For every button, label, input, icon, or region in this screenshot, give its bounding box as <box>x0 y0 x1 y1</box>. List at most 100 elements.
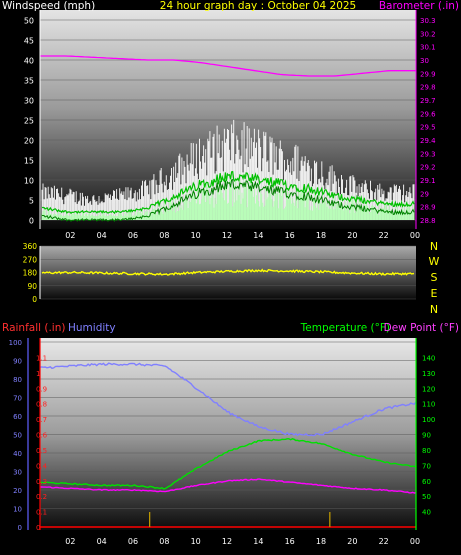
wind-average-low-series <box>42 178 415 222</box>
humidity-y-tick: 90 <box>13 358 22 366</box>
wind-low-series <box>41 179 415 220</box>
barometer-y-tick: 30 <box>420 57 429 65</box>
wind-x-tick: 20 <box>347 231 357 240</box>
humidity-title: Humidity <box>68 322 116 334</box>
barometer-title: Barometer (.in) <box>379 0 459 12</box>
temperature-title: Temperature (°F) <box>300 322 390 334</box>
rainfall-y-tick: 0.1 <box>36 509 47 517</box>
wind-title: Windspeed (mph) <box>2 0 95 12</box>
rainfall-y-tick: 0.4 <box>36 462 48 470</box>
wind-y-tick: 15 <box>24 157 34 166</box>
wind-y-tick: 40 <box>24 57 34 66</box>
axes: 0510152025303540455028.828.92929.129.229… <box>9 10 436 546</box>
humidity-y-tick: 80 <box>13 376 22 384</box>
rainfall-title: Rainfall (.in) <box>2 322 65 334</box>
rainfall-y-tick: 1.1 <box>36 354 47 362</box>
direction-y-tick: 180 <box>23 269 38 278</box>
rainfall-y-tick: 0.3 <box>36 478 47 486</box>
temperature-y-tick: 130 <box>422 370 435 378</box>
barometer-y-tick: 30.3 <box>420 17 436 25</box>
wind-y-tick: 25 <box>24 117 34 126</box>
rainfall-y-tick: 0.2 <box>36 493 47 501</box>
lower-x-tick: 20 <box>347 537 357 546</box>
temperature-y-tick: 120 <box>422 385 435 393</box>
wind-x-tick: 02 <box>65 231 75 240</box>
temperature-y-tick: 140 <box>422 354 435 362</box>
compass-n-top: N <box>430 240 438 253</box>
lower-panel <box>40 338 416 530</box>
lower-x-tick: 16 <box>285 537 295 546</box>
barometer-series <box>40 55 416 77</box>
lower-x-tick: 10 <box>191 537 201 546</box>
temperature-y-tick: 60 <box>422 478 431 486</box>
temperature-y-tick: 40 <box>422 509 431 517</box>
barometer-y-tick: 29.2 <box>420 164 436 172</box>
rainfall-y-tick: 0.9 <box>36 385 47 393</box>
barometer-y-tick: 29.5 <box>420 124 436 132</box>
wind-x-tick: 16 <box>285 231 295 240</box>
rainfall-y-tick: 0.5 <box>36 447 47 455</box>
humidity-y-tick: 20 <box>13 487 22 495</box>
wind-y-tick: 45 <box>24 37 34 46</box>
lower-x-tick: 12 <box>222 537 232 546</box>
lower-x-tick: 14 <box>253 537 263 546</box>
direction-y-tick: 270 <box>23 255 38 264</box>
direction-y-tick: 90 <box>27 282 37 291</box>
barometer-y-tick: 28.9 <box>420 204 436 212</box>
humidity-series <box>39 362 417 437</box>
wind-x-tick: 04 <box>97 231 107 240</box>
humidity-y-tick: 10 <box>13 506 22 514</box>
data-series <box>39 55 417 528</box>
wind-y-tick: 30 <box>24 97 34 106</box>
dew-point-title: Dew Point (°F) <box>384 322 459 334</box>
wind-x-tick: 06 <box>128 231 138 240</box>
barometer-y-tick: 29.6 <box>420 110 436 118</box>
humidity-y-tick: 100 <box>9 339 22 347</box>
temperature-y-tick: 100 <box>422 416 435 424</box>
wind-y-tick: 5 <box>29 197 34 206</box>
lower-x-tick: 08 <box>159 537 169 546</box>
wind-x-tick: 18 <box>316 231 326 240</box>
lower-x-tick: 22 <box>379 537 389 546</box>
lower-x-tick: 04 <box>97 537 107 546</box>
humidity-y-tick: 40 <box>13 450 22 458</box>
wind-x-tick: 12 <box>222 231 232 240</box>
lower-x-tick: 00 <box>410 537 420 546</box>
temperature-y-tick: 90 <box>422 432 431 440</box>
wind-y-tick: 35 <box>24 77 34 86</box>
barometer-y-tick: 29.9 <box>420 70 436 78</box>
rainfall-y-tick: 0.6 <box>36 432 48 440</box>
compass-e: E <box>431 287 438 300</box>
compass-n-bottom: N <box>430 303 438 316</box>
barometer-y-tick: 29 <box>420 190 429 198</box>
barometer-y-tick: 29.4 <box>420 137 436 145</box>
wind-direction-series <box>41 268 415 276</box>
temperature-y-tick: 70 <box>422 462 431 470</box>
wind-x-tick: 08 <box>159 231 169 240</box>
wind-x-tick: 22 <box>379 231 389 240</box>
barometer-y-tick: 29.3 <box>420 150 436 158</box>
lower-x-tick: 06 <box>128 537 138 546</box>
barometer-y-tick: 30.2 <box>420 30 436 38</box>
temperature-y-tick: 50 <box>422 493 431 501</box>
barometer-y-tick: 29.7 <box>420 97 436 105</box>
direction-y-tick: 360 <box>23 242 38 251</box>
wind-y-tick: 50 <box>24 17 34 26</box>
humidity-y-tick: 30 <box>13 469 22 477</box>
rainfall-y-tick: 0.7 <box>36 416 47 424</box>
temperature-y-tick: 110 <box>422 401 435 409</box>
rainfall-y-tick: 1 <box>36 370 40 378</box>
wind-x-tick: 10 <box>191 231 201 240</box>
temperature-y-tick: 80 <box>422 447 431 455</box>
humidity-y-tick: 60 <box>13 413 22 421</box>
barometer-y-tick: 29.1 <box>420 177 436 185</box>
wind-y-tick: 0 <box>29 217 34 226</box>
wind-y-tick: 10 <box>24 177 34 186</box>
humidity-y-tick: 50 <box>13 432 22 440</box>
humidity-y-tick: 70 <box>13 395 22 403</box>
compass-w: W <box>429 255 440 268</box>
direction-y-tick: 0 <box>32 295 37 304</box>
chart-date-title: 24 hour graph day : October 04 2025 <box>160 0 356 12</box>
humidity-y-tick: 0 <box>18 524 22 532</box>
